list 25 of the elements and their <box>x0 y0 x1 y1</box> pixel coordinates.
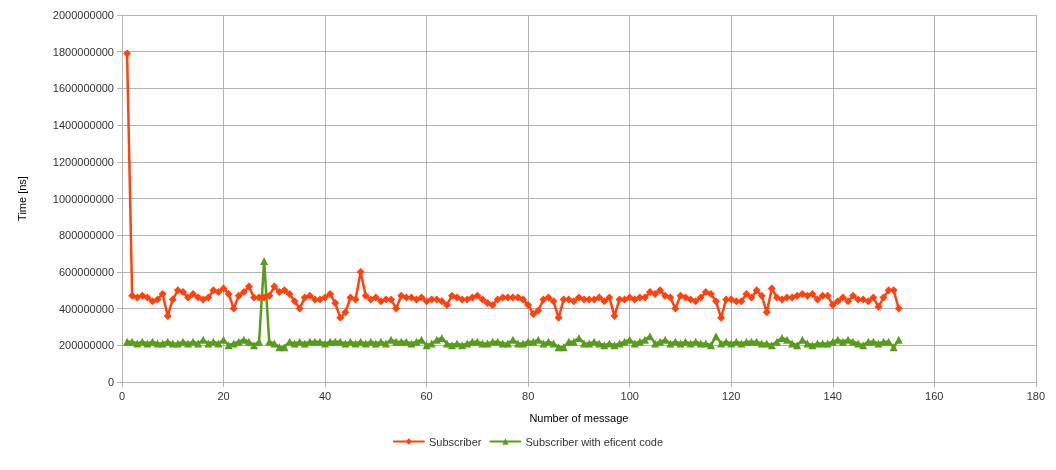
x-tick-label: 0 <box>118 389 126 402</box>
legend-label: Subscriber with eficent code <box>525 435 664 448</box>
y-tick-label: 800000000 <box>58 229 114 242</box>
x-tick-label: 180 <box>1026 389 1045 402</box>
y-tick-label: 0 <box>107 376 114 388</box>
y-axis-title: Time [ns] <box>15 176 28 221</box>
y-tick-label: 1000000000 <box>52 192 114 205</box>
y-tick-label: 1800000000 <box>52 45 114 58</box>
x-tick-label: 140 <box>823 389 842 402</box>
y-tick-label: 1400000000 <box>52 119 114 132</box>
x-tick-label: 120 <box>722 389 741 402</box>
x-tick-label: 40 <box>318 389 332 402</box>
y-tick-label: 600000000 <box>58 265 114 278</box>
y-tick-label: 1200000000 <box>52 155 114 168</box>
legend-label: Subscriber <box>428 435 482 448</box>
y-tick-label: 2000000000 <box>52 9 114 21</box>
x-tick-label: 20 <box>217 389 230 402</box>
x-axis-title: Number of message <box>529 411 629 424</box>
y-tick-label: 200000000 <box>58 339 114 352</box>
x-tick-label: 60 <box>420 389 433 402</box>
x-tick-label: 80 <box>522 389 535 402</box>
y-tick-label: 1600000000 <box>52 82 114 95</box>
x-tick-label: 100 <box>620 389 639 402</box>
y-tick-label: 400000000 <box>58 302 114 315</box>
x-tick-label: 160 <box>925 389 944 402</box>
